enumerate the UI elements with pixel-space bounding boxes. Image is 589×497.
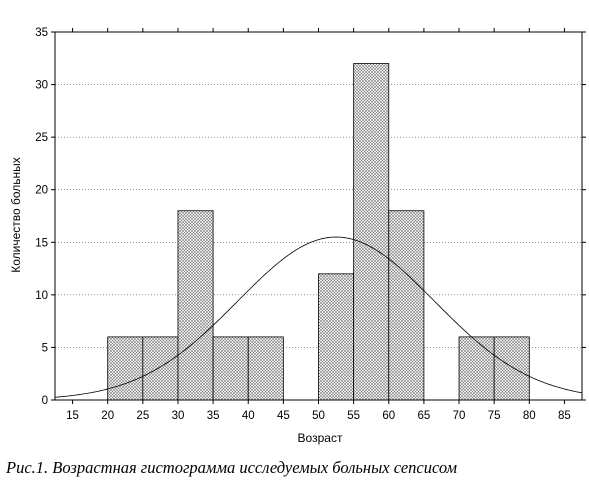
x-tick-label: 45 (277, 410, 290, 422)
histogram-bar (388, 210, 425, 401)
histogram-bar (247, 336, 284, 401)
x-tick-label: 65 (418, 410, 431, 422)
x-tick-label: 35 (207, 410, 220, 422)
histogram-bar (177, 210, 214, 401)
x-tick-label: 50 (312, 410, 325, 422)
histogram-chart: 0 5 10 15 20 25 30 35 15 20 25 30 35 40 45 50 55 60 65 70 7… (9, 27, 586, 445)
x-tick-label: 25 (136, 410, 149, 422)
x-tick-label: 40 (242, 410, 255, 422)
y-axis-ticks: 0 5 10 15 20 25 30 35 (35, 27, 586, 407)
normal-curve (54, 236, 583, 398)
histogram-bar (493, 336, 530, 401)
histogram-bars (107, 63, 530, 401)
y-tick-label: 20 (35, 185, 48, 197)
x-axis-label: Возраст (298, 431, 343, 445)
y-tick-label: 10 (35, 290, 48, 302)
y-tick-label: 35 (35, 27, 48, 39)
histogram-bar (458, 336, 495, 401)
histogram-bar (318, 273, 355, 401)
y-tick-label: 25 (35, 132, 48, 144)
histogram-bar (353, 63, 390, 401)
x-tick-label: 75 (488, 410, 501, 422)
x-tick-label: 60 (382, 410, 395, 422)
x-tick-label: 20 (101, 410, 114, 422)
x-tick-label: 70 (453, 410, 466, 422)
x-tick-label: 15 (66, 410, 79, 422)
y-tick-label: 30 (35, 80, 48, 92)
histogram-bar (212, 336, 249, 401)
x-tick-label: 80 (523, 410, 536, 422)
histogram-bar (142, 336, 179, 401)
x-tick-label: 55 (347, 410, 360, 422)
y-axis-label: Количество больных (9, 157, 23, 273)
x-tick-label: 85 (558, 410, 571, 422)
x-tick-label: 30 (172, 410, 185, 422)
y-tick-label: 5 (42, 342, 48, 354)
histogram-bar (107, 336, 144, 401)
y-tick-label: 15 (35, 237, 48, 249)
x-axis-ticks: 15 20 25 30 35 40 45 50 55 60 65 70 75 80 85 (66, 28, 571, 422)
y-tick-label: 0 (42, 395, 48, 407)
figure-caption: Рис.1. Возрастная гистограмма исследуемы… (6, 458, 458, 477)
